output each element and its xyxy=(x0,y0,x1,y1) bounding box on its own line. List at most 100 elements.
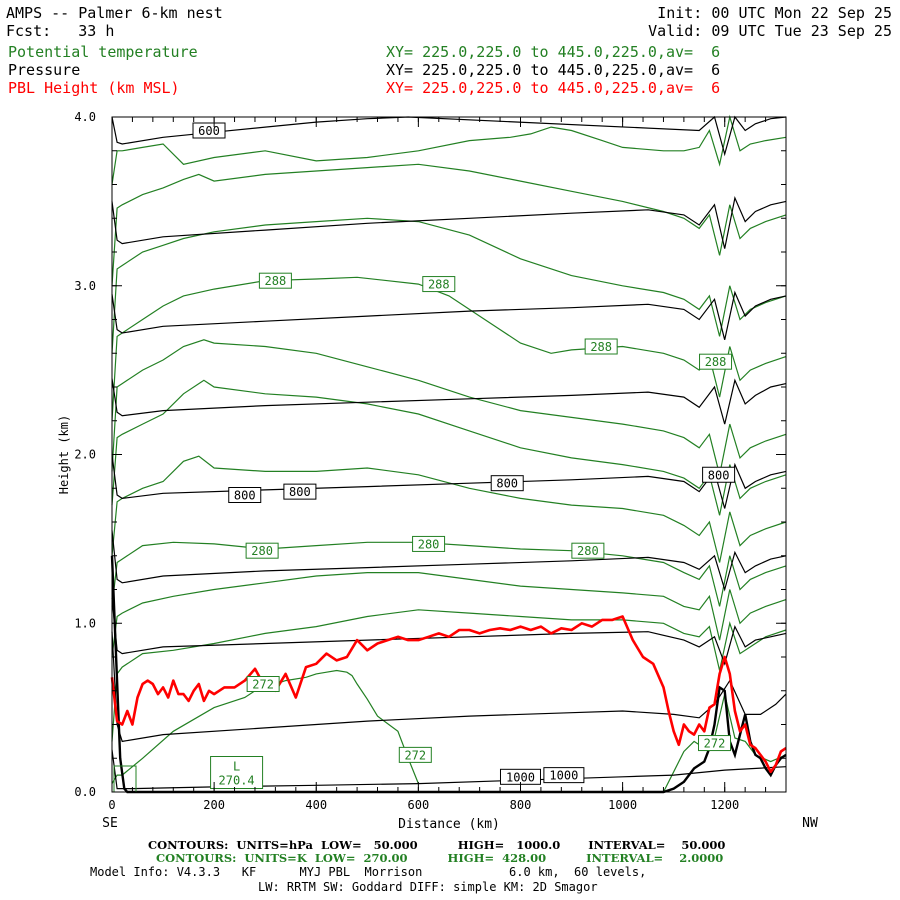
theta-label-0-text: 288 xyxy=(265,274,287,288)
theta-label-9: 272 xyxy=(698,735,732,752)
legend-pbl: PBL Height (km MSL) xyxy=(8,79,180,97)
pbl-height-line xyxy=(110,615,787,774)
chart-title: AMPS -- Palmer 6-km nest xyxy=(6,4,223,22)
pressure-label-3: 800 xyxy=(490,475,524,492)
theta-contour-2 xyxy=(111,609,787,742)
pressure-contour-7 xyxy=(111,196,787,249)
pressure-contour-4 xyxy=(111,454,787,509)
low-marker-box xyxy=(210,756,264,789)
theta-label-6: 280 xyxy=(571,542,605,559)
theta-label-3: 288 xyxy=(699,353,733,370)
xy-pressure: XY= 225.0,225.0 to 445.0,225.0,av= 6 xyxy=(386,61,721,79)
pressure-label-0-text: 600 xyxy=(198,124,220,138)
x-tick-label-0: 0 xyxy=(108,798,115,812)
theta-contour-11 xyxy=(111,114,787,185)
xy-pbl: XY= 225.0,225.0 to 445.0,225.0,av= 6 xyxy=(386,79,721,97)
pressure-label-4-text: 800 xyxy=(708,468,730,482)
pressure-label-3-text: 800 xyxy=(496,477,518,491)
theta-label-1-text: 288 xyxy=(428,278,450,292)
pressure-label-0-box xyxy=(192,122,226,139)
theta-label-5: 280 xyxy=(412,535,446,552)
theta-label-4: 280 xyxy=(245,542,279,559)
pressure-label-6-text: 1000 xyxy=(549,769,578,783)
pressure-label-1-box xyxy=(228,487,262,503)
pressure-label-4-box xyxy=(702,466,736,483)
theta-contour-3 xyxy=(111,572,787,658)
pressure-label-5: 1000 xyxy=(499,768,541,785)
x-tick-label-1: 200 xyxy=(203,798,225,812)
theta-contour-10 xyxy=(111,163,787,286)
pbl-height-path xyxy=(110,615,787,774)
theta-label-7-box xyxy=(246,676,280,692)
valid-time: Valid: 09 UTC Tue 23 Sep 25 xyxy=(648,22,892,40)
pressure-contour-6 xyxy=(111,290,787,340)
y-tick-label-1: 1.0 xyxy=(74,616,96,630)
theta-label-8-box xyxy=(398,746,432,763)
low-marker-letter: L xyxy=(233,760,240,774)
footer-theta-contours: CONTOURS: UNITS=K LOW= 270.00 HIGH= 428.… xyxy=(156,851,724,865)
pressure-label-5-text: 1000 xyxy=(506,770,535,784)
theta-label-0: 288 xyxy=(258,272,292,289)
pressure-label-0: 600 xyxy=(192,122,226,139)
theta-label-2-box xyxy=(584,338,618,355)
theta-contour-7 xyxy=(111,339,787,475)
y-tick-label-3: 3.0 xyxy=(74,279,96,293)
theta-contour-5 xyxy=(111,455,787,563)
theta-label-8: 272 xyxy=(398,746,432,763)
theta-contour-6 xyxy=(111,379,787,516)
theta-contours xyxy=(111,114,787,793)
theta-label-6-text: 280 xyxy=(577,544,599,558)
pressure-contour-5 xyxy=(111,378,787,425)
pressure-label-1: 800 xyxy=(228,487,262,503)
legend-pressure: Pressure xyxy=(8,61,81,79)
low-marker-value: 270.4 xyxy=(219,774,255,788)
xy-theta: XY= 225.0,225.0 to 445.0,225.0,av= 6 xyxy=(386,43,721,61)
theta-label-2: 288 xyxy=(584,338,618,355)
y-axis-label: Height (km) xyxy=(57,415,71,494)
y-tick-label-0: 0.0 xyxy=(74,785,96,799)
forecast-hour: Fcst: 33 h xyxy=(6,22,115,40)
init-time: Init: 00 UTC Mon 22 Sep 25 xyxy=(657,4,892,22)
x-axis-label: Distance (km) xyxy=(398,817,500,832)
pressure-label-2: 800 xyxy=(283,483,317,500)
theta-label-8-text: 272 xyxy=(404,748,426,762)
footer-physics-info: LW: RRTM SW: Goddard DIFF: simple KM: 2D… xyxy=(258,880,598,894)
theta-label-6-box xyxy=(571,542,605,559)
theta-label-9-box xyxy=(698,735,732,752)
pressure-label-2-box xyxy=(283,483,317,500)
theta-label-5-box xyxy=(412,535,446,552)
x-end-label-right: NW xyxy=(802,816,818,831)
pressure-label-4: 800 xyxy=(702,466,736,483)
theta-label-3-text: 288 xyxy=(705,355,727,369)
pressure-contour-1 xyxy=(111,631,787,743)
x-tick-label-2: 400 xyxy=(305,798,327,812)
x-tick-label-4: 800 xyxy=(510,798,532,812)
theta-label-2-text: 288 xyxy=(590,340,612,354)
pressure-label-6: 1000 xyxy=(543,767,585,784)
pressure-label-3-box xyxy=(490,475,524,492)
footer-pressure-contours: CONTOURS: UNITS=hPa LOW= 50.000 HIGH= 10… xyxy=(148,838,726,852)
theta-label-7: 272 xyxy=(246,676,280,692)
pressure-label-2-text: 800 xyxy=(289,485,311,499)
pressure-contour-3 xyxy=(111,530,787,592)
theta-label-3-box xyxy=(699,353,733,370)
theta-label-0-box xyxy=(258,272,292,289)
footer-model-info: Model Info: V4.3.3 KF MYJ PBL Morrison 6… xyxy=(90,865,647,879)
theta-contour-0 xyxy=(111,669,419,784)
axes: 0.0 1.0 2.0 3.0 4.0 0 200 400 600 800 1000 1200 SE NW… xyxy=(57,110,818,832)
pressure-label-1-text: 800 xyxy=(234,489,256,503)
y-tick-label-2: 2.0 xyxy=(74,448,96,462)
theta-label-9-text: 272 xyxy=(704,737,726,751)
legend-theta: Potential temperature xyxy=(8,43,198,61)
x-tick-label-3: 600 xyxy=(408,798,430,812)
theta-label-4-text: 280 xyxy=(251,544,273,558)
theta-label-7-text: 272 xyxy=(252,678,274,692)
pressure-label-6-box xyxy=(543,767,585,784)
contour-labels: 600 800 800 800 800 1000 1000 288 288 288 288 280 28… xyxy=(113,122,736,793)
theta-contour-4 xyxy=(111,541,787,607)
x-tick-label-5: 1000 xyxy=(608,798,637,812)
pressure-contours xyxy=(111,115,787,790)
theta-contour-8 xyxy=(111,276,787,421)
